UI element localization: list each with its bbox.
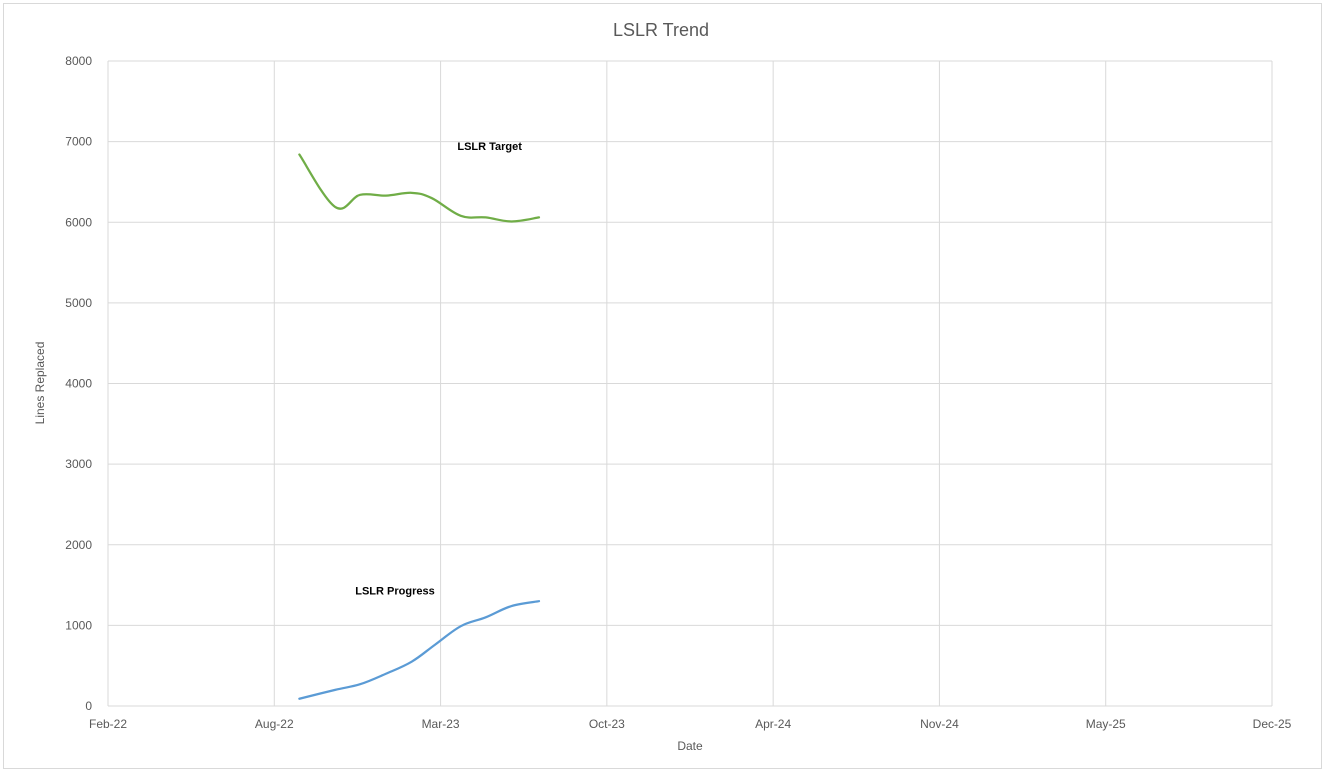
- lslr-progress-label: LSLR Progress: [355, 586, 434, 598]
- y-axis-ticks: 0 1000 2000 3000 4000 5000 6000 7000 8000: [65, 54, 92, 713]
- y-tick-label: 3000: [65, 457, 92, 471]
- y-tick-label: 8000: [65, 54, 92, 68]
- x-tick-label: Feb-22: [89, 717, 127, 731]
- x-tick-label: Mar-23: [422, 717, 460, 731]
- x-tick-label: Dec-25: [1253, 717, 1292, 731]
- x-tick-label: Nov-24: [920, 717, 959, 731]
- lslr-target-line: [298, 153, 541, 223]
- lslr-progress-line: [298, 600, 541, 700]
- grid: [107, 60, 1273, 707]
- chart-frame: [3, 3, 1322, 769]
- lslr-target-label: LSLR Target: [457, 141, 522, 153]
- x-tick-label: Apr-24: [755, 717, 791, 731]
- series-labels: LSLR Target LSLR Progress: [355, 141, 522, 598]
- x-tick-label: Aug-22: [255, 717, 294, 731]
- y-tick-label: 5000: [65, 296, 92, 310]
- y-tick-label: 2000: [65, 538, 92, 552]
- series: [298, 153, 541, 700]
- x-tick-label: May-25: [1086, 717, 1126, 731]
- x-tick-label: Oct-23: [589, 717, 625, 731]
- y-tick-label: 7000: [65, 135, 92, 149]
- y-tick-label: 1000: [65, 618, 92, 632]
- y-tick-label: 0: [85, 699, 92, 713]
- x-axis-label: Date: [677, 739, 703, 753]
- y-tick-label: 6000: [65, 215, 92, 229]
- y-tick-label: 4000: [65, 377, 92, 391]
- y-axis-label: Lines Replaced: [33, 342, 47, 425]
- x-axis-ticks: Feb-22 Aug-22 Mar-23 Oct-23 Apr-24 Nov-24 May-…: [89, 717, 1292, 731]
- chart-title: LSLR Trend: [613, 20, 709, 40]
